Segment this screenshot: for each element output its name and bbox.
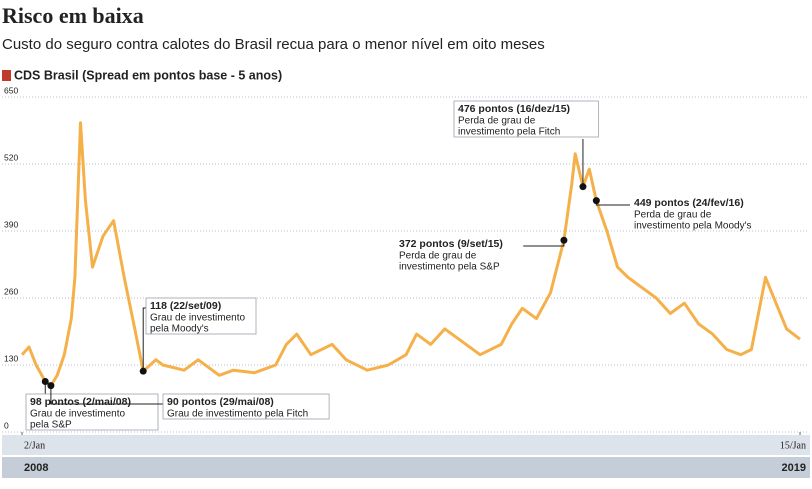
annotation-label: 118 (22/set/09): [150, 300, 221, 312]
annotation-note: investimento pela Fitch: [458, 127, 560, 138]
annotation-point: [47, 382, 55, 390]
legend-label: CDS Brasil (Spread em pontos base - 5 an…: [14, 68, 282, 82]
annotation-label: 98 pontos (2/mai/08): [30, 396, 131, 408]
annotation-leader: [50, 385, 163, 405]
annotation-box: [162, 393, 330, 420]
annotation-note: pela S&P: [30, 420, 72, 431]
annotation-note: Perda de grau de: [458, 116, 536, 127]
annotation-label: 372 pontos (9/set/15): [399, 238, 503, 250]
annotation-label: 90 pontos (29/mai/08): [167, 396, 274, 408]
year-band: [2, 457, 810, 478]
x-tick-label: 15/Jan: [780, 440, 806, 451]
annotation-note: Grau de investimento: [150, 313, 245, 324]
annotation-note: Perda de grau de: [634, 210, 712, 221]
annotation-label: 449 pontos (24/fev/16): [634, 197, 744, 209]
annotation-point: [579, 183, 587, 191]
date-band: [2, 435, 810, 455]
chart-title: Risco em baixa: [2, 3, 144, 28]
y-tick-label: 0: [4, 420, 9, 430]
annotation-box: [145, 297, 257, 335]
data-line: [20, 121, 801, 388]
y-tick-label: 520: [4, 152, 18, 162]
annotation-leader: [595, 200, 630, 206]
annotation-note: Perda de grau de: [399, 251, 477, 262]
y-tick-label: 650: [4, 85, 18, 95]
annotation-point: [139, 367, 147, 375]
annotation-note: investimento pela Moody's: [634, 221, 752, 232]
year-label: 2019: [782, 462, 806, 474]
annotation-note: investimento pela S&P: [399, 262, 500, 273]
annotation-point: [592, 197, 600, 205]
y-tick-label: 130: [4, 353, 18, 363]
legend-swatch: [2, 70, 11, 81]
annotation-leader: [142, 307, 146, 372]
y-tick-label: 390: [4, 219, 18, 229]
annotation-point: [41, 377, 49, 385]
annotation-box: [25, 393, 159, 431]
y-tick-label: 260: [4, 286, 18, 296]
annotation-box: [453, 100, 599, 138]
annotation-point: [560, 236, 568, 244]
annotation-leader: [523, 240, 565, 247]
chart-subtitle: Custo do seguro contra calotes do Brasil…: [2, 36, 545, 53]
annotation-note: pela Moody's: [150, 324, 209, 335]
year-label: 2008: [24, 462, 48, 474]
annotation-note: Grau de investimento: [30, 409, 125, 420]
annotation-note: Grau de investimento pela Fitch: [167, 409, 308, 420]
x-tick-label: 2/Jan: [24, 440, 45, 451]
annotation-label: 476 pontos (16/dez/15): [458, 103, 570, 115]
